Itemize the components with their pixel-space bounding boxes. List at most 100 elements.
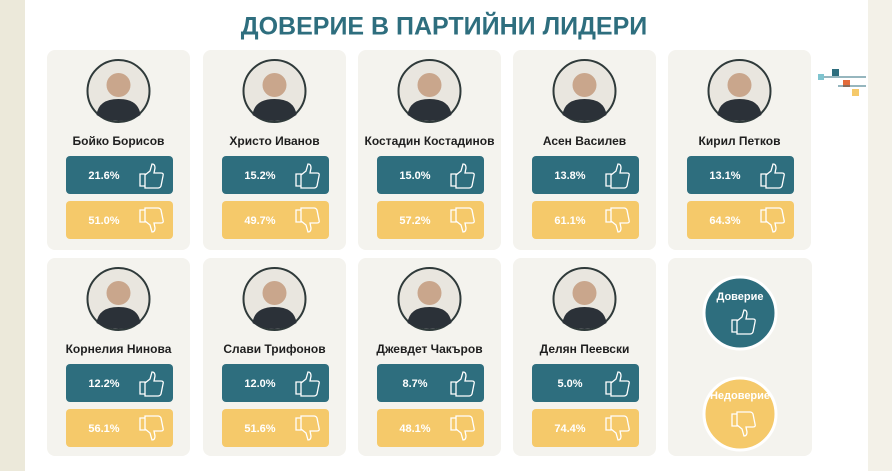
distrust-value: 74.4% xyxy=(554,423,585,435)
distrust-value: 51.6% xyxy=(244,423,275,435)
leader-card: Кирил Петков 13.1% 64.3% xyxy=(668,50,811,250)
avatar-body xyxy=(562,99,607,121)
thumb-shape xyxy=(605,207,630,233)
distrust-value: 56.1% xyxy=(88,423,119,435)
leader-name: Слави Трифонов xyxy=(223,342,325,356)
thumb-up-icon xyxy=(139,163,164,189)
thumb-shape xyxy=(450,371,475,397)
legend-distrust: Недоверие xyxy=(710,390,770,402)
thumb-shape xyxy=(295,415,320,441)
thumb-down-icon xyxy=(760,207,785,233)
thumb-down-icon xyxy=(605,207,630,233)
avatar-head xyxy=(727,73,752,97)
leader-name: Кирил Петков xyxy=(699,134,781,148)
thumb-down-icon xyxy=(139,207,164,233)
trust-value: 12.0% xyxy=(244,378,275,390)
avatar-head xyxy=(262,73,287,97)
thumb-down-icon xyxy=(605,415,630,441)
avatar-head xyxy=(572,281,597,305)
deco-square xyxy=(832,69,839,76)
trust-box xyxy=(66,156,173,194)
distrust-value: 57.2% xyxy=(399,215,430,227)
avatar-head xyxy=(417,281,442,305)
leader-card: Корнелия Нинова 12.2% 56.1% xyxy=(47,258,190,456)
thumb-shape xyxy=(295,371,320,397)
trust-box xyxy=(532,156,639,194)
deco-square xyxy=(843,80,850,87)
thumb-shape xyxy=(731,309,756,335)
avatar-head xyxy=(106,73,131,97)
distrust-value: 64.3% xyxy=(709,215,740,227)
leader-card: Слави Трифонов 12.0% 51.6% xyxy=(203,258,346,456)
thumb-up-icon xyxy=(295,163,320,189)
cards: Бойко Борисов 21.6% 51.0% Христо Иванов 15.2… xyxy=(47,50,811,456)
thumb-shape xyxy=(605,371,630,397)
avatar-head xyxy=(262,281,287,305)
thumb-shape xyxy=(139,371,164,397)
distrust-box xyxy=(532,409,639,447)
thumb-down-icon xyxy=(450,415,475,441)
distrust-value: 51.0% xyxy=(88,215,119,227)
right-strip xyxy=(868,0,892,471)
leader-card: Бойко Борисов 21.6% 51.0% xyxy=(47,50,190,250)
trust-box xyxy=(532,364,639,402)
distrust-box xyxy=(66,201,173,239)
legend-card: Доверие Недоверие xyxy=(668,258,812,456)
trust-value: 12.2% xyxy=(88,378,119,390)
thumb-shape xyxy=(450,415,475,441)
thumb-down-icon xyxy=(295,207,320,233)
thumb-shape xyxy=(450,163,475,189)
thumb-up-icon xyxy=(605,163,630,189)
leader-name: Костадин Костадинов xyxy=(365,134,495,148)
left-strip xyxy=(0,0,25,471)
distrust-box xyxy=(532,201,639,239)
thumb-shape xyxy=(760,207,785,233)
card xyxy=(203,258,346,456)
trust-box xyxy=(66,364,173,402)
card xyxy=(358,258,501,456)
distrust-value: 61.1% xyxy=(554,215,585,227)
thumb-up-icon xyxy=(295,371,320,397)
thumb-up-icon xyxy=(605,371,630,397)
deco-square xyxy=(818,74,824,80)
trust-value: 8.7% xyxy=(402,378,427,390)
leader-card: Костадин Костадинов 15.0% 57.2% xyxy=(358,50,501,250)
leader-card: Джевдет Чакъров 8.7% 48.1% xyxy=(358,258,501,456)
distrust-box xyxy=(222,409,329,447)
leader-name: Асен Василев xyxy=(543,134,626,148)
thumb-shape xyxy=(605,415,630,441)
avatar-body xyxy=(96,99,141,121)
leader-name: Делян Пеевски xyxy=(540,342,630,356)
thumb-shape xyxy=(295,207,320,233)
thumb-shape xyxy=(450,207,475,233)
distrust-value: 49.7% xyxy=(244,215,275,227)
trust-value: 15.2% xyxy=(244,170,275,182)
legend-trust: Доверие xyxy=(716,291,763,303)
avatar-body xyxy=(717,99,762,121)
avatar-body xyxy=(252,99,297,121)
card xyxy=(47,50,190,250)
thumb-up-icon xyxy=(731,309,756,335)
thumb-down-icon xyxy=(450,207,475,233)
thumb-up-icon xyxy=(450,163,475,189)
leader-name: Джевдет Чакъров xyxy=(376,342,482,356)
leader-name: Бойко Борисов xyxy=(73,134,165,148)
leader-name: Христо Иванов xyxy=(229,134,319,148)
thumb-up-icon xyxy=(760,163,785,189)
thumb-up-icon xyxy=(450,371,475,397)
avatar-body xyxy=(407,99,452,121)
trust-value: 15.0% xyxy=(399,170,430,182)
avatar-body xyxy=(562,307,607,329)
thumb-down-icon xyxy=(731,411,756,437)
leader-card: Христо Иванов 15.2% 49.7% xyxy=(203,50,346,250)
legend-icons xyxy=(731,309,756,437)
thumb-down-icon xyxy=(295,415,320,441)
thumb-shape xyxy=(139,415,164,441)
thumb-shape xyxy=(295,163,320,189)
thumb-down-icon xyxy=(139,415,164,441)
trust-value: 13.1% xyxy=(709,170,740,182)
distrust-box xyxy=(66,409,173,447)
trust-value: 5.0% xyxy=(557,378,582,390)
